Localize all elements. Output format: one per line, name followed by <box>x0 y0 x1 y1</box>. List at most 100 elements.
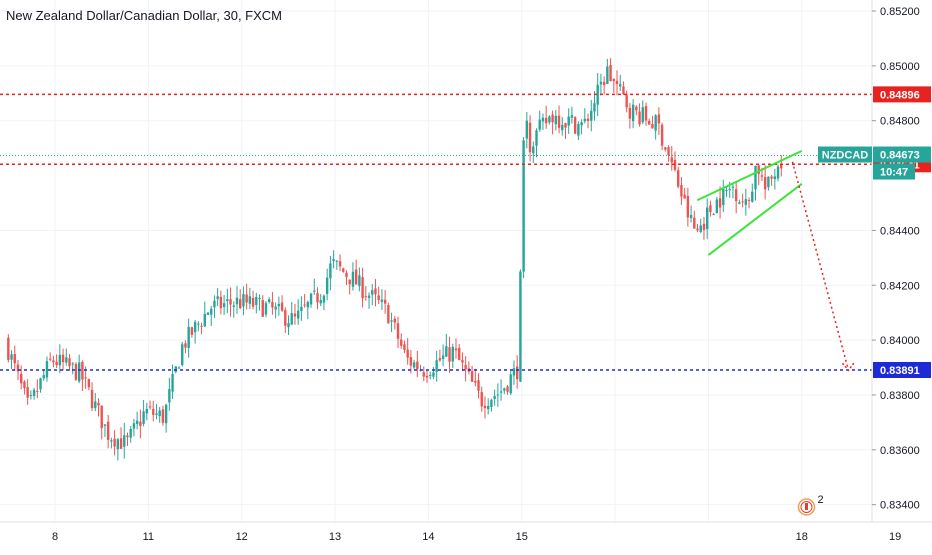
candle-body <box>161 409 165 423</box>
candle-body <box>335 260 339 262</box>
candle-body <box>445 346 448 357</box>
y-tick-label: 0.83600 <box>880 445 920 457</box>
candle-body <box>532 146 535 154</box>
candle-body <box>100 405 103 429</box>
candle-body <box>483 406 487 409</box>
x-tick-label: 8 <box>52 531 58 543</box>
candle-body <box>280 302 284 311</box>
candle-body <box>712 214 715 216</box>
candle-body <box>290 313 293 325</box>
candle-body <box>670 157 673 163</box>
candle-body <box>429 375 432 377</box>
candle-body <box>580 122 583 126</box>
candle-body <box>345 272 348 278</box>
candle-body <box>152 409 155 415</box>
candle-body <box>284 310 287 326</box>
candle-body <box>731 186 735 188</box>
candle-body <box>358 275 361 287</box>
candle-body <box>435 360 438 372</box>
candle-body <box>390 320 393 322</box>
grid <box>0 0 896 522</box>
candle-body <box>738 202 741 204</box>
candle-body <box>354 269 358 285</box>
candle-body <box>586 118 590 121</box>
projection-arrow-head <box>841 361 856 372</box>
candle-body <box>757 165 760 175</box>
candle-body <box>87 378 91 388</box>
chart-title: New Zealand Dollar/Canadian Dollar, 30, … <box>6 8 283 23</box>
candle-body <box>367 295 371 298</box>
candle-body <box>371 290 374 295</box>
y-tick-label: 0.85200 <box>880 6 920 18</box>
candle-body <box>287 323 290 328</box>
candle-body <box>693 217 696 229</box>
candle-body <box>593 103 596 112</box>
y-tick-label: 0.85000 <box>880 61 920 73</box>
candle-body <box>583 118 587 122</box>
candle-body <box>657 114 661 124</box>
candle-body <box>319 300 322 304</box>
candle-body <box>187 326 190 349</box>
candle-body <box>741 201 744 203</box>
candle-body <box>590 110 593 121</box>
candle-body <box>313 290 316 292</box>
candle-body <box>454 348 458 351</box>
candle-body <box>522 140 525 272</box>
candle-body <box>258 298 261 300</box>
candle-body <box>438 358 442 361</box>
candle-body <box>251 297 255 307</box>
candle-body <box>767 176 770 188</box>
candle-body <box>515 366 519 380</box>
candle-body <box>535 130 538 146</box>
candle-body <box>206 312 210 315</box>
candle-body <box>55 361 58 366</box>
x-tick-label: 15 <box>516 531 528 543</box>
candle-body <box>599 81 603 85</box>
candle-body <box>222 303 226 308</box>
candle-body <box>648 121 651 125</box>
candle-body <box>596 84 599 105</box>
candle-body <box>71 363 74 365</box>
candle-body <box>148 406 152 408</box>
candle-body <box>512 368 516 376</box>
candle-body <box>303 304 306 306</box>
candle-body <box>135 420 139 425</box>
candle-body <box>425 375 429 378</box>
candle-body <box>177 367 181 369</box>
candle-body <box>754 165 757 190</box>
candle-body <box>393 318 396 323</box>
candle-body <box>235 297 239 305</box>
candle-body <box>119 438 123 449</box>
candle-body <box>493 395 496 399</box>
x-tick-label: 19 <box>889 531 901 543</box>
candle-body <box>609 65 612 82</box>
candle-body <box>342 268 345 272</box>
candle-body <box>203 313 206 327</box>
candle-body <box>689 215 693 219</box>
candle-body <box>171 373 174 392</box>
candle-body <box>13 354 16 364</box>
symbol-badge <box>818 146 872 163</box>
candle-body <box>728 189 731 191</box>
candle-body <box>564 123 567 128</box>
candle-body <box>776 166 780 179</box>
x-tick-label: 14 <box>422 531 434 543</box>
candle-body <box>567 116 570 126</box>
candle-body <box>718 198 722 208</box>
candle-body <box>606 66 609 85</box>
support-price-label: 0.83891 <box>880 365 920 377</box>
candle-body <box>470 371 474 382</box>
candle-body <box>625 94 628 108</box>
candle-body <box>190 327 194 335</box>
candle-body <box>612 78 615 82</box>
candle-body <box>464 365 467 370</box>
candle-body <box>77 362 81 382</box>
event-marker: 2 <box>797 494 824 516</box>
candle-body <box>383 299 387 304</box>
candle-body <box>145 408 149 414</box>
candle-body <box>90 389 94 409</box>
candle-body <box>403 344 406 350</box>
candle-body <box>667 147 670 156</box>
